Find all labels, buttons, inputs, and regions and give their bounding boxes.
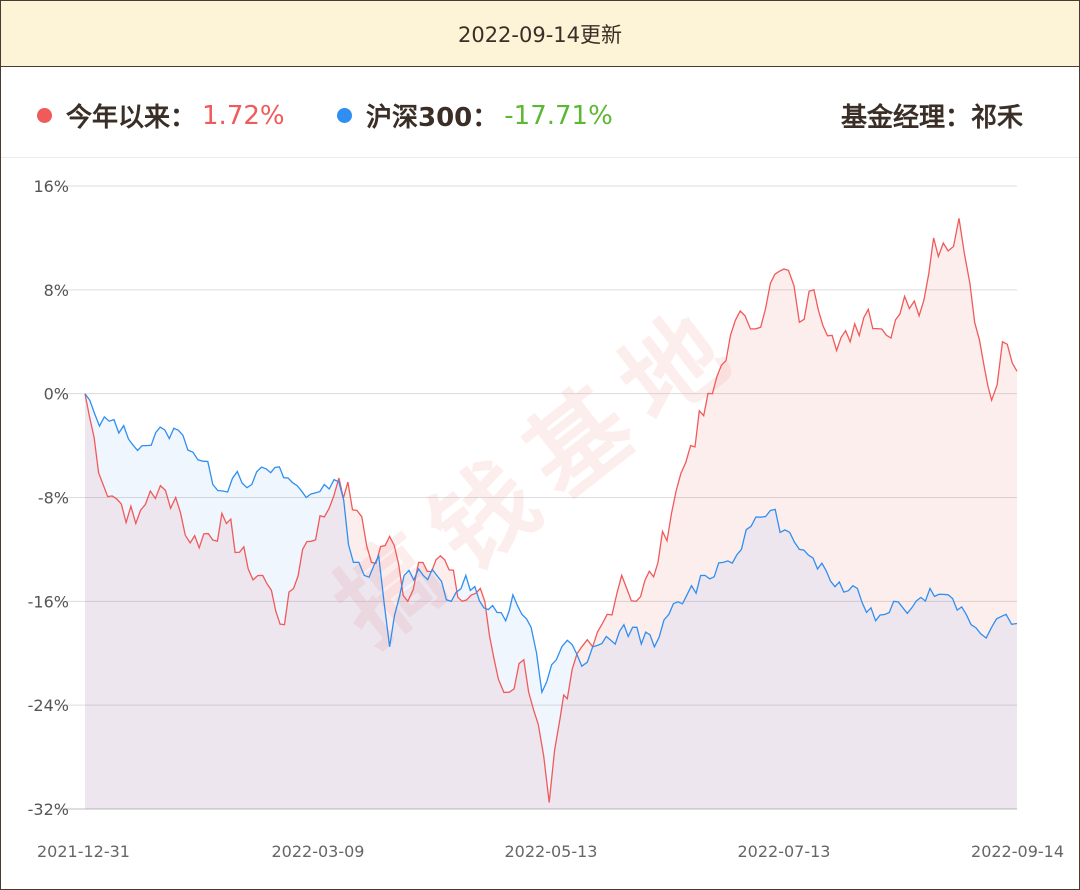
y-tick-label: -16% — [28, 592, 69, 611]
y-tick-label: 8% — [44, 281, 69, 300]
x-tick-label: 2021-12-31 — [37, 842, 130, 861]
x-tick-label: 2022-03-09 — [272, 842, 365, 861]
y-tick-label: -8% — [38, 489, 69, 508]
x-tick-label: 2022-05-13 — [505, 842, 598, 861]
y-tick-label: 0% — [44, 385, 69, 404]
x-tick-label: 2022-09-14 — [971, 842, 1064, 861]
y-tick-label: -24% — [28, 696, 69, 715]
y-tick-label: -32% — [28, 800, 69, 819]
y-tick-label: 16% — [33, 177, 69, 196]
x-tick-label: 2022-07-13 — [738, 842, 831, 861]
